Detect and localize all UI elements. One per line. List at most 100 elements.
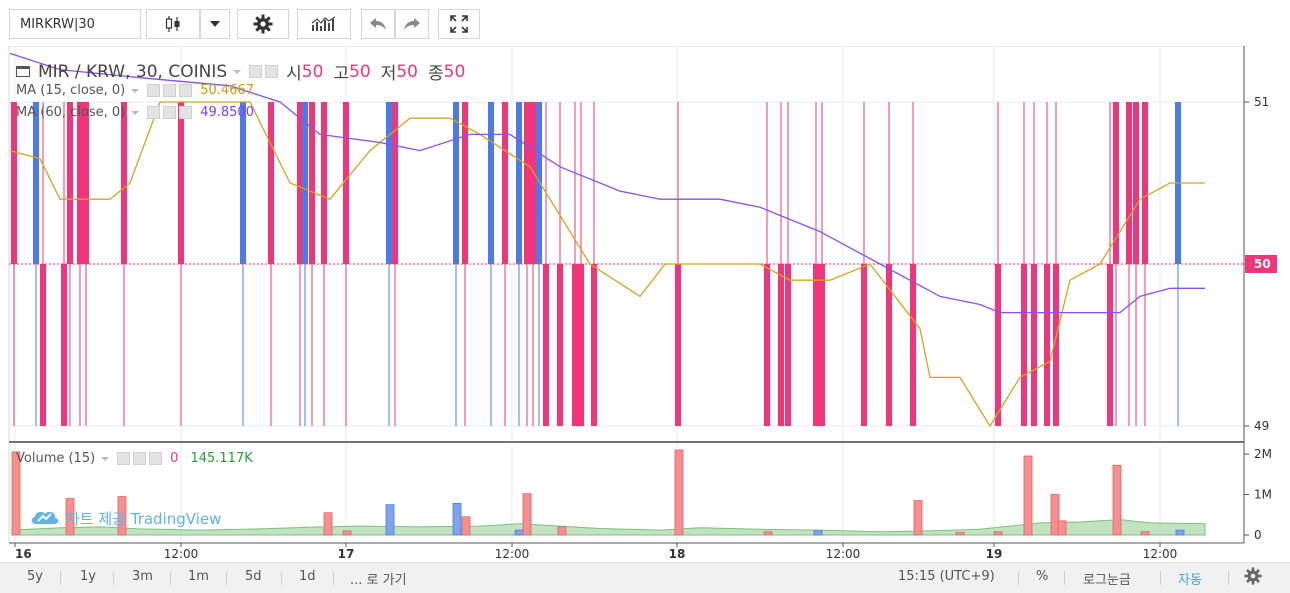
volume-bar [557, 526, 567, 536]
time-tick-label: 18 [669, 547, 686, 561]
volume-bar [514, 529, 524, 536]
close-icon[interactable] [149, 452, 163, 465]
range-5d-button[interactable]: 5d [245, 569, 262, 584]
indicators-button[interactable] [297, 9, 351, 39]
volume-bar [763, 531, 773, 536]
redo-button[interactable] [395, 9, 429, 39]
fullscreen-button[interactable] [438, 9, 480, 39]
gear-icon[interactable] [1244, 567, 1262, 589]
main-legend: MIR / KRW, 30, COINIS 시 50 고 50 저 50 종 5… [16, 59, 465, 84]
low-label: 저 [380, 64, 397, 84]
tradingview-watermark[interactable]: 차트 제공 TradingView [30, 508, 221, 529]
undo-icon [369, 17, 387, 31]
divider [170, 571, 171, 585]
percent-scale-toggle[interactable]: % [1036, 569, 1049, 584]
divider [333, 571, 334, 585]
cloud-logo-icon [30, 509, 60, 529]
chevron-down-icon[interactable] [131, 110, 140, 115]
ma60-legend: MA (60, close, 0) 49.8500 [16, 105, 254, 120]
volume-bar [1175, 529, 1185, 536]
range-1d-button[interactable]: 1d [299, 569, 316, 584]
chart-area[interactable]: 51 49 50 2M 1M 0 16 12:00 17 12:00 18 12:00 19 12:00 … [0, 46, 1290, 562]
fullscreen-icon [449, 14, 469, 34]
volume-bar [117, 496, 127, 536]
chart-canvas[interactable]: 51 49 50 2M 1M 0 16 12:00 17 12:00 18 12:00 19 12:00 [0, 46, 1290, 562]
candlestick-icon [164, 15, 182, 33]
volume-bar [65, 498, 75, 536]
chevron-down-icon[interactable] [233, 69, 242, 74]
close-icon[interactable] [179, 84, 193, 97]
volume-bar [461, 516, 471, 536]
indicators-icon [311, 16, 337, 32]
volume-bar [993, 531, 1003, 536]
volume-bar [342, 530, 352, 536]
bottom-toolbar: 5y 1y 3m 1m 5d 1d ... 로 가기 15:15 (UTC+9)… [0, 562, 1290, 593]
redo-icon [403, 17, 421, 31]
range-3m-button[interactable]: 3m [132, 569, 153, 584]
volume-bar [11, 451, 21, 536]
volume-label: Volume (15) [16, 451, 96, 466]
gear-icon[interactable] [265, 65, 279, 78]
volume-tick-label: 0 [1254, 528, 1262, 542]
volume-tick-label: 2M [1254, 447, 1272, 461]
divider [281, 571, 282, 585]
symbol-title: MIR / KRW, 30, COINIS [38, 61, 228, 82]
eye-icon[interactable] [147, 106, 161, 119]
high-label: 고 [333, 64, 350, 84]
symbol-search-button[interactable]: MIRKRW|30 [9, 9, 141, 39]
range-1m-button[interactable]: 1m [188, 569, 209, 584]
range-5y-button[interactable]: 5y [27, 569, 43, 584]
watermark-text: 차트 제공 TradingView [66, 510, 222, 528]
range-1y-button[interactable]: 1y [80, 569, 96, 584]
chevron-down-icon [210, 21, 220, 27]
price-tick-label: 51 [1254, 95, 1269, 109]
high-value: 50 [349, 61, 371, 82]
volume-bar [674, 449, 684, 536]
chevron-down-icon[interactable] [101, 456, 110, 461]
volume-ma-area [11, 519, 1206, 536]
low-value: 50 [396, 61, 418, 82]
close-label: 종 [428, 64, 444, 84]
volume-bar [1140, 531, 1150, 536]
time-tick-label: 12:00 [1143, 547, 1178, 561]
eye-icon[interactable] [117, 452, 131, 465]
chart-type-button[interactable] [146, 9, 200, 39]
ma60-label: MA (60, close, 0) [16, 105, 126, 120]
settings-button[interactable] [237, 9, 289, 39]
open-value: 50 [301, 61, 324, 82]
log-scale-toggle[interactable]: 로그눈금 [1083, 573, 1131, 588]
time-tick-label: 12:00 [495, 547, 530, 561]
divider [226, 571, 227, 585]
open-label: 시 [286, 64, 302, 84]
eye-icon[interactable] [249, 65, 263, 78]
time-tick-label: 12:00 [164, 547, 199, 561]
undo-button[interactable] [361, 9, 395, 39]
ma15-line [9, 101, 1205, 428]
auto-scale-toggle[interactable]: 자동 [1178, 573, 1202, 588]
volume-bar [1050, 494, 1060, 536]
chart-type-dropdown[interactable] [200, 9, 230, 39]
gear-icon[interactable] [133, 452, 147, 465]
symbol-label: MIRKRW|30 [20, 16, 95, 32]
chevron-down-icon[interactable] [131, 88, 140, 93]
volume-bar [1023, 455, 1033, 536]
goto-date-button[interactable]: ... 로 가기 [350, 573, 407, 588]
time-tick-label: 16 [15, 547, 32, 561]
ma15-value: 50.4667 [200, 83, 254, 98]
close-value: 50 [443, 61, 466, 82]
volume-bar [323, 512, 333, 536]
gear-icon[interactable] [163, 106, 177, 119]
ma60-value: 49.8500 [200, 105, 254, 120]
eye-icon[interactable] [147, 84, 161, 97]
volume-bar [813, 530, 823, 536]
current-price-tag [1245, 255, 1277, 273]
close-icon[interactable] [179, 106, 193, 119]
time-display[interactable]: 15:15 (UTC+9) [898, 569, 995, 584]
divider [1228, 571, 1229, 585]
divider [1018, 571, 1019, 585]
divider [1064, 571, 1065, 585]
gear-icon[interactable] [163, 84, 177, 97]
volume-tick-label: 1M [1254, 488, 1272, 502]
series-visibility-icon[interactable] [16, 66, 30, 77]
volume-bar [385, 504, 395, 536]
